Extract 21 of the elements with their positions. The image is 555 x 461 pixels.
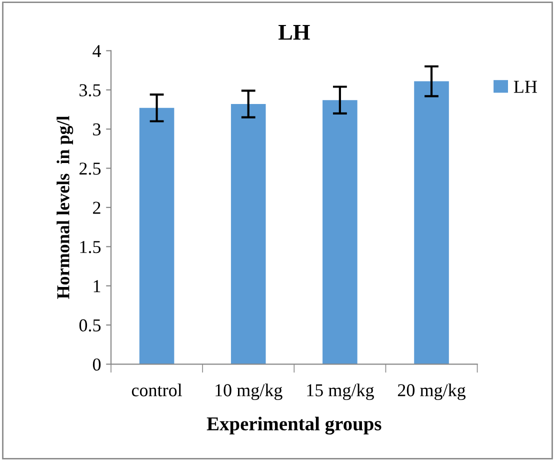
y-tick-label: 4 [92,45,101,57]
chart-title: LH [278,25,310,40]
x-tick-label: 15 mg/kg [307,384,374,400]
y-tick-label: 1.5 [80,240,101,254]
bar [139,108,174,364]
x-tick-label: 10 mg/kg [216,384,282,400]
y-tick-label: 3 [93,123,101,136]
y-tick-label: 2 [93,202,100,214]
y-tick-label: 0.5 [79,319,101,332]
x-tick-label: control [132,384,182,396]
y-tick-label: 0 [92,358,101,371]
legend-label: LH [514,80,537,93]
x-tick-label: 20 mg/kg [398,384,466,400]
y-tick-label: 1 [94,280,100,292]
y-tick-label: 3.5 [80,84,101,96]
bar [322,100,358,364]
y-tick-label: 2.5 [80,162,101,175]
x-axis-title: Experimental groups [206,416,382,435]
bar [230,104,266,364]
bar [414,81,449,364]
y-axis-title: Hormonal levels in pg/l [56,116,74,299]
